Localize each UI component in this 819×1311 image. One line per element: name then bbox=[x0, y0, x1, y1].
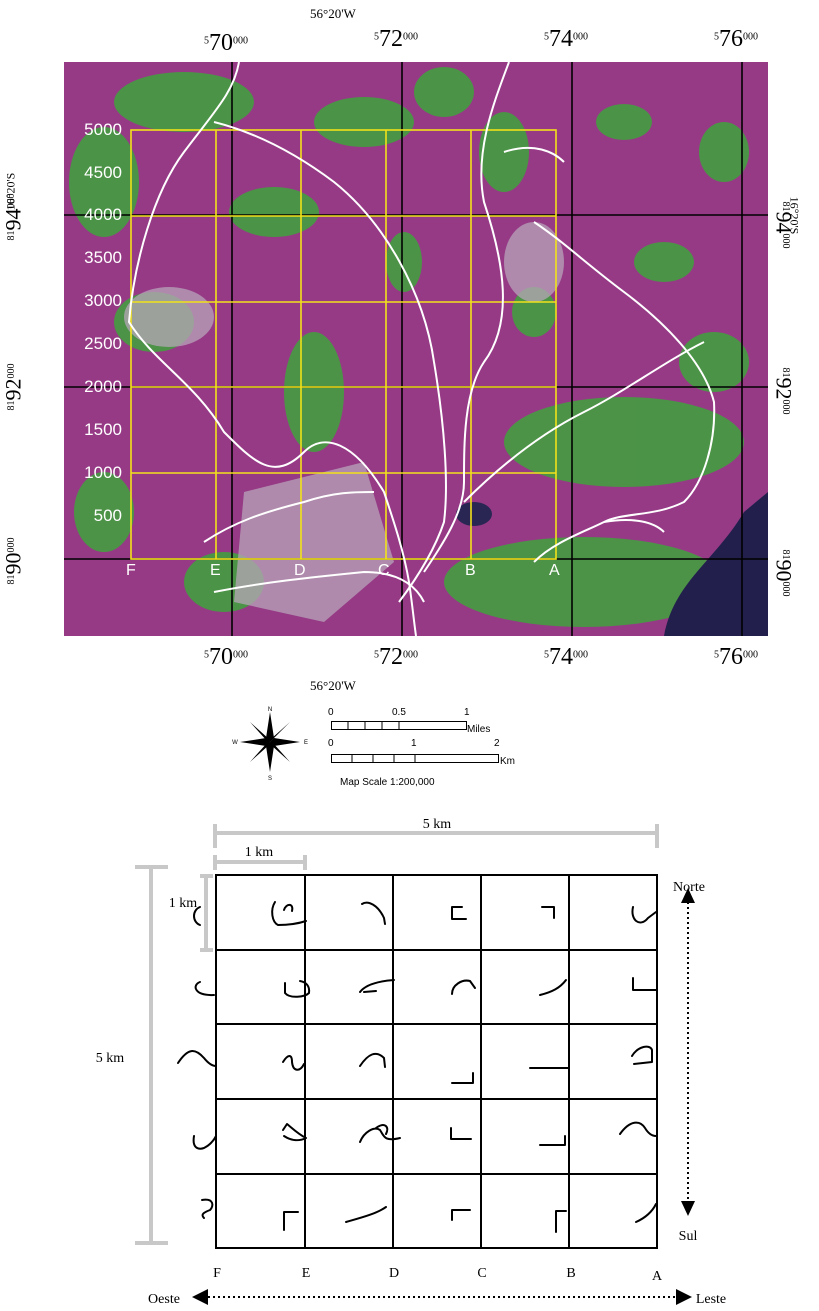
map-col-label-d: D bbox=[294, 562, 306, 579]
bottom-coord-572000: 572000 bbox=[374, 644, 418, 670]
y-label-500: 500 bbox=[93, 506, 122, 525]
y-label-3000: 3000 bbox=[84, 291, 122, 310]
km-unit: Km bbox=[500, 756, 515, 767]
map-col-label-e: E bbox=[210, 562, 221, 579]
y-label-1500: 1500 bbox=[84, 420, 122, 439]
bottom-coord-574000: 574000 bbox=[544, 644, 588, 670]
diagram-col-b: B bbox=[566, 1266, 575, 1281]
km-tick-1: 1 bbox=[411, 738, 417, 749]
map-scale-caption: Map Scale 1:200,000 bbox=[340, 777, 435, 788]
compass-rose-icon: N S E W bbox=[232, 707, 308, 780]
diagram-col-e: E bbox=[302, 1266, 311, 1281]
miles-tick-0-5: 0.5 bbox=[392, 707, 406, 718]
miles-tick-0: 0 bbox=[328, 707, 334, 718]
east-label: Leste bbox=[696, 1292, 726, 1307]
map-col-label-c: C bbox=[378, 562, 390, 579]
top-coord-574000: 574000 bbox=[544, 26, 588, 52]
south-label: Sul bbox=[679, 1229, 698, 1244]
map-col-label-f: F bbox=[126, 562, 136, 579]
map-col-label-a: A bbox=[549, 562, 560, 579]
miles-tick-1: 1 bbox=[464, 707, 470, 718]
y-label-1000: 1000 bbox=[84, 463, 122, 482]
diagram-col-c: C bbox=[477, 1266, 486, 1281]
bottom-longitude-label: 56°20'W bbox=[310, 678, 356, 693]
y-label-5000: 5000 bbox=[84, 120, 122, 139]
left-coord-8190000: 8190000 bbox=[0, 537, 26, 585]
miles-unit: Miles bbox=[467, 724, 491, 735]
km-tick-2: 2 bbox=[494, 738, 500, 749]
left-coord-8194000: 8194000 bbox=[0, 193, 26, 241]
compass-e: E bbox=[304, 740, 308, 746]
right-coord-8192000: 8192000 bbox=[771, 367, 797, 415]
top-dim-label: 5 km bbox=[423, 817, 452, 832]
diagram-col-d: D bbox=[389, 1266, 399, 1281]
compass-w: W bbox=[232, 740, 238, 746]
y-label-3500: 3500 bbox=[84, 248, 122, 267]
y-label-4500: 4500 bbox=[84, 163, 122, 182]
right-coord-8194000: 8194000 bbox=[771, 201, 797, 249]
cell-dim-h-label: 1 km bbox=[245, 845, 274, 860]
miles-scale-bar bbox=[331, 721, 467, 730]
satellite-image bbox=[64, 62, 768, 636]
north-label: Norte bbox=[673, 880, 705, 895]
km-scale-bar bbox=[331, 754, 499, 763]
right-coord-8190000: 8190000 bbox=[771, 549, 797, 597]
top-coord-572000: 572000 bbox=[374, 26, 418, 52]
top-longitude-label: 56°20'W bbox=[310, 6, 356, 21]
bottom-coord-576000: 576000 bbox=[714, 644, 758, 670]
left-coord-8192000: 8192000 bbox=[0, 363, 26, 411]
y-label-4000: 4000 bbox=[84, 205, 122, 224]
cell-dim-v-label: 1 km bbox=[169, 896, 198, 911]
y-label-2000: 2000 bbox=[84, 377, 122, 396]
top-coord-576000: 576000 bbox=[714, 26, 758, 52]
compass-n: N bbox=[268, 707, 272, 713]
diagram-col-f: F bbox=[213, 1266, 221, 1281]
west-label: Oeste bbox=[148, 1292, 180, 1307]
y-label-2500: 2500 bbox=[84, 334, 122, 353]
left-dim-label: 5 km bbox=[96, 1051, 125, 1066]
bottom-coord-570000: 570000 bbox=[204, 644, 248, 670]
sampling-grid-diagram: 5 km 1 km 1 km 5 km Norte Sul Oeste Lest… bbox=[96, 817, 726, 1307]
compass-s: S bbox=[268, 776, 272, 780]
km-tick-0: 0 bbox=[328, 738, 334, 749]
diagram-col-a: A bbox=[652, 1269, 663, 1284]
map-col-label-b: B bbox=[465, 562, 476, 579]
top-coord-570000: 570000 bbox=[204, 30, 248, 56]
